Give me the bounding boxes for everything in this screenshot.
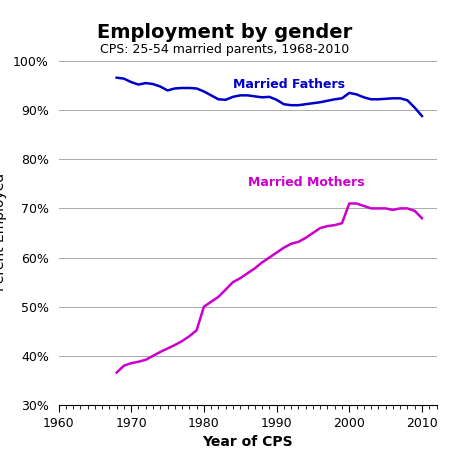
Text: Employment by gender: Employment by gender [97,22,353,41]
Y-axis label: Perent Employed: Perent Employed [0,173,7,291]
Text: Married Fathers: Married Fathers [233,78,345,91]
Text: Married Mothers: Married Mothers [248,176,364,189]
Text: CPS: 25-54 married parents, 1968-2010: CPS: 25-54 married parents, 1968-2010 [100,43,350,56]
X-axis label: Year of CPS: Year of CPS [202,435,293,450]
